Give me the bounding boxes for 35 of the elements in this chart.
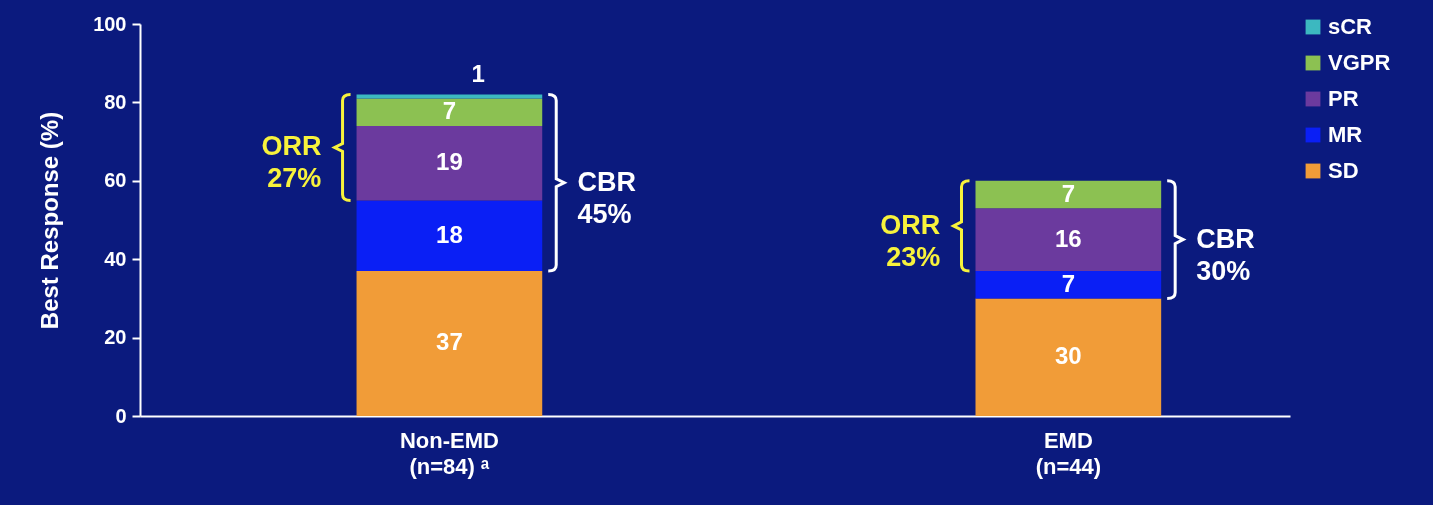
- annotation: ORR 23%: [880, 209, 941, 272]
- legend-label: SD: [1328, 158, 1359, 183]
- bar: [975, 298, 1162, 416]
- data-label: 7: [1061, 269, 1076, 297]
- y-tick-label: 100: [93, 12, 127, 35]
- y-axis-title: Best Response (%): [36, 111, 64, 330]
- bar: [975, 270, 1162, 299]
- y-tick-label: 60: [104, 169, 127, 192]
- bar: [356, 200, 543, 271]
- data-label: 18: [436, 220, 463, 248]
- x-tick-label: Non-EMD (n=84) ᵃ: [399, 427, 499, 479]
- data-label: 37: [436, 328, 463, 356]
- data-label: 7: [1061, 179, 1076, 207]
- bar: [356, 270, 543, 416]
- data-label: 30: [1054, 342, 1082, 370]
- data-label: 1: [471, 59, 485, 87]
- bar: [975, 180, 1162, 209]
- annotation: CBR 45%: [577, 166, 636, 229]
- x-tick-label: EMD (n=44): [1035, 427, 1102, 479]
- annotation: CBR 30%: [1196, 223, 1255, 286]
- data-label: 16: [1054, 224, 1082, 252]
- bar: [356, 98, 543, 126]
- data-label: 7: [442, 97, 457, 125]
- y-tick-label: 20: [104, 326, 127, 349]
- bar: [356, 125, 543, 201]
- legend-label: sCR: [1328, 14, 1373, 39]
- y-tick-label: 0: [115, 404, 127, 427]
- legend-label: PR: [1328, 86, 1359, 111]
- y-tick-label: 40: [104, 247, 127, 270]
- annotation: ORR 27%: [261, 131, 322, 194]
- data-label: 19: [436, 148, 463, 176]
- legend-label: MR: [1328, 122, 1363, 147]
- legend-label: VGPR: [1328, 50, 1391, 75]
- bar: [975, 208, 1162, 271]
- y-tick-label: 80: [104, 90, 127, 113]
